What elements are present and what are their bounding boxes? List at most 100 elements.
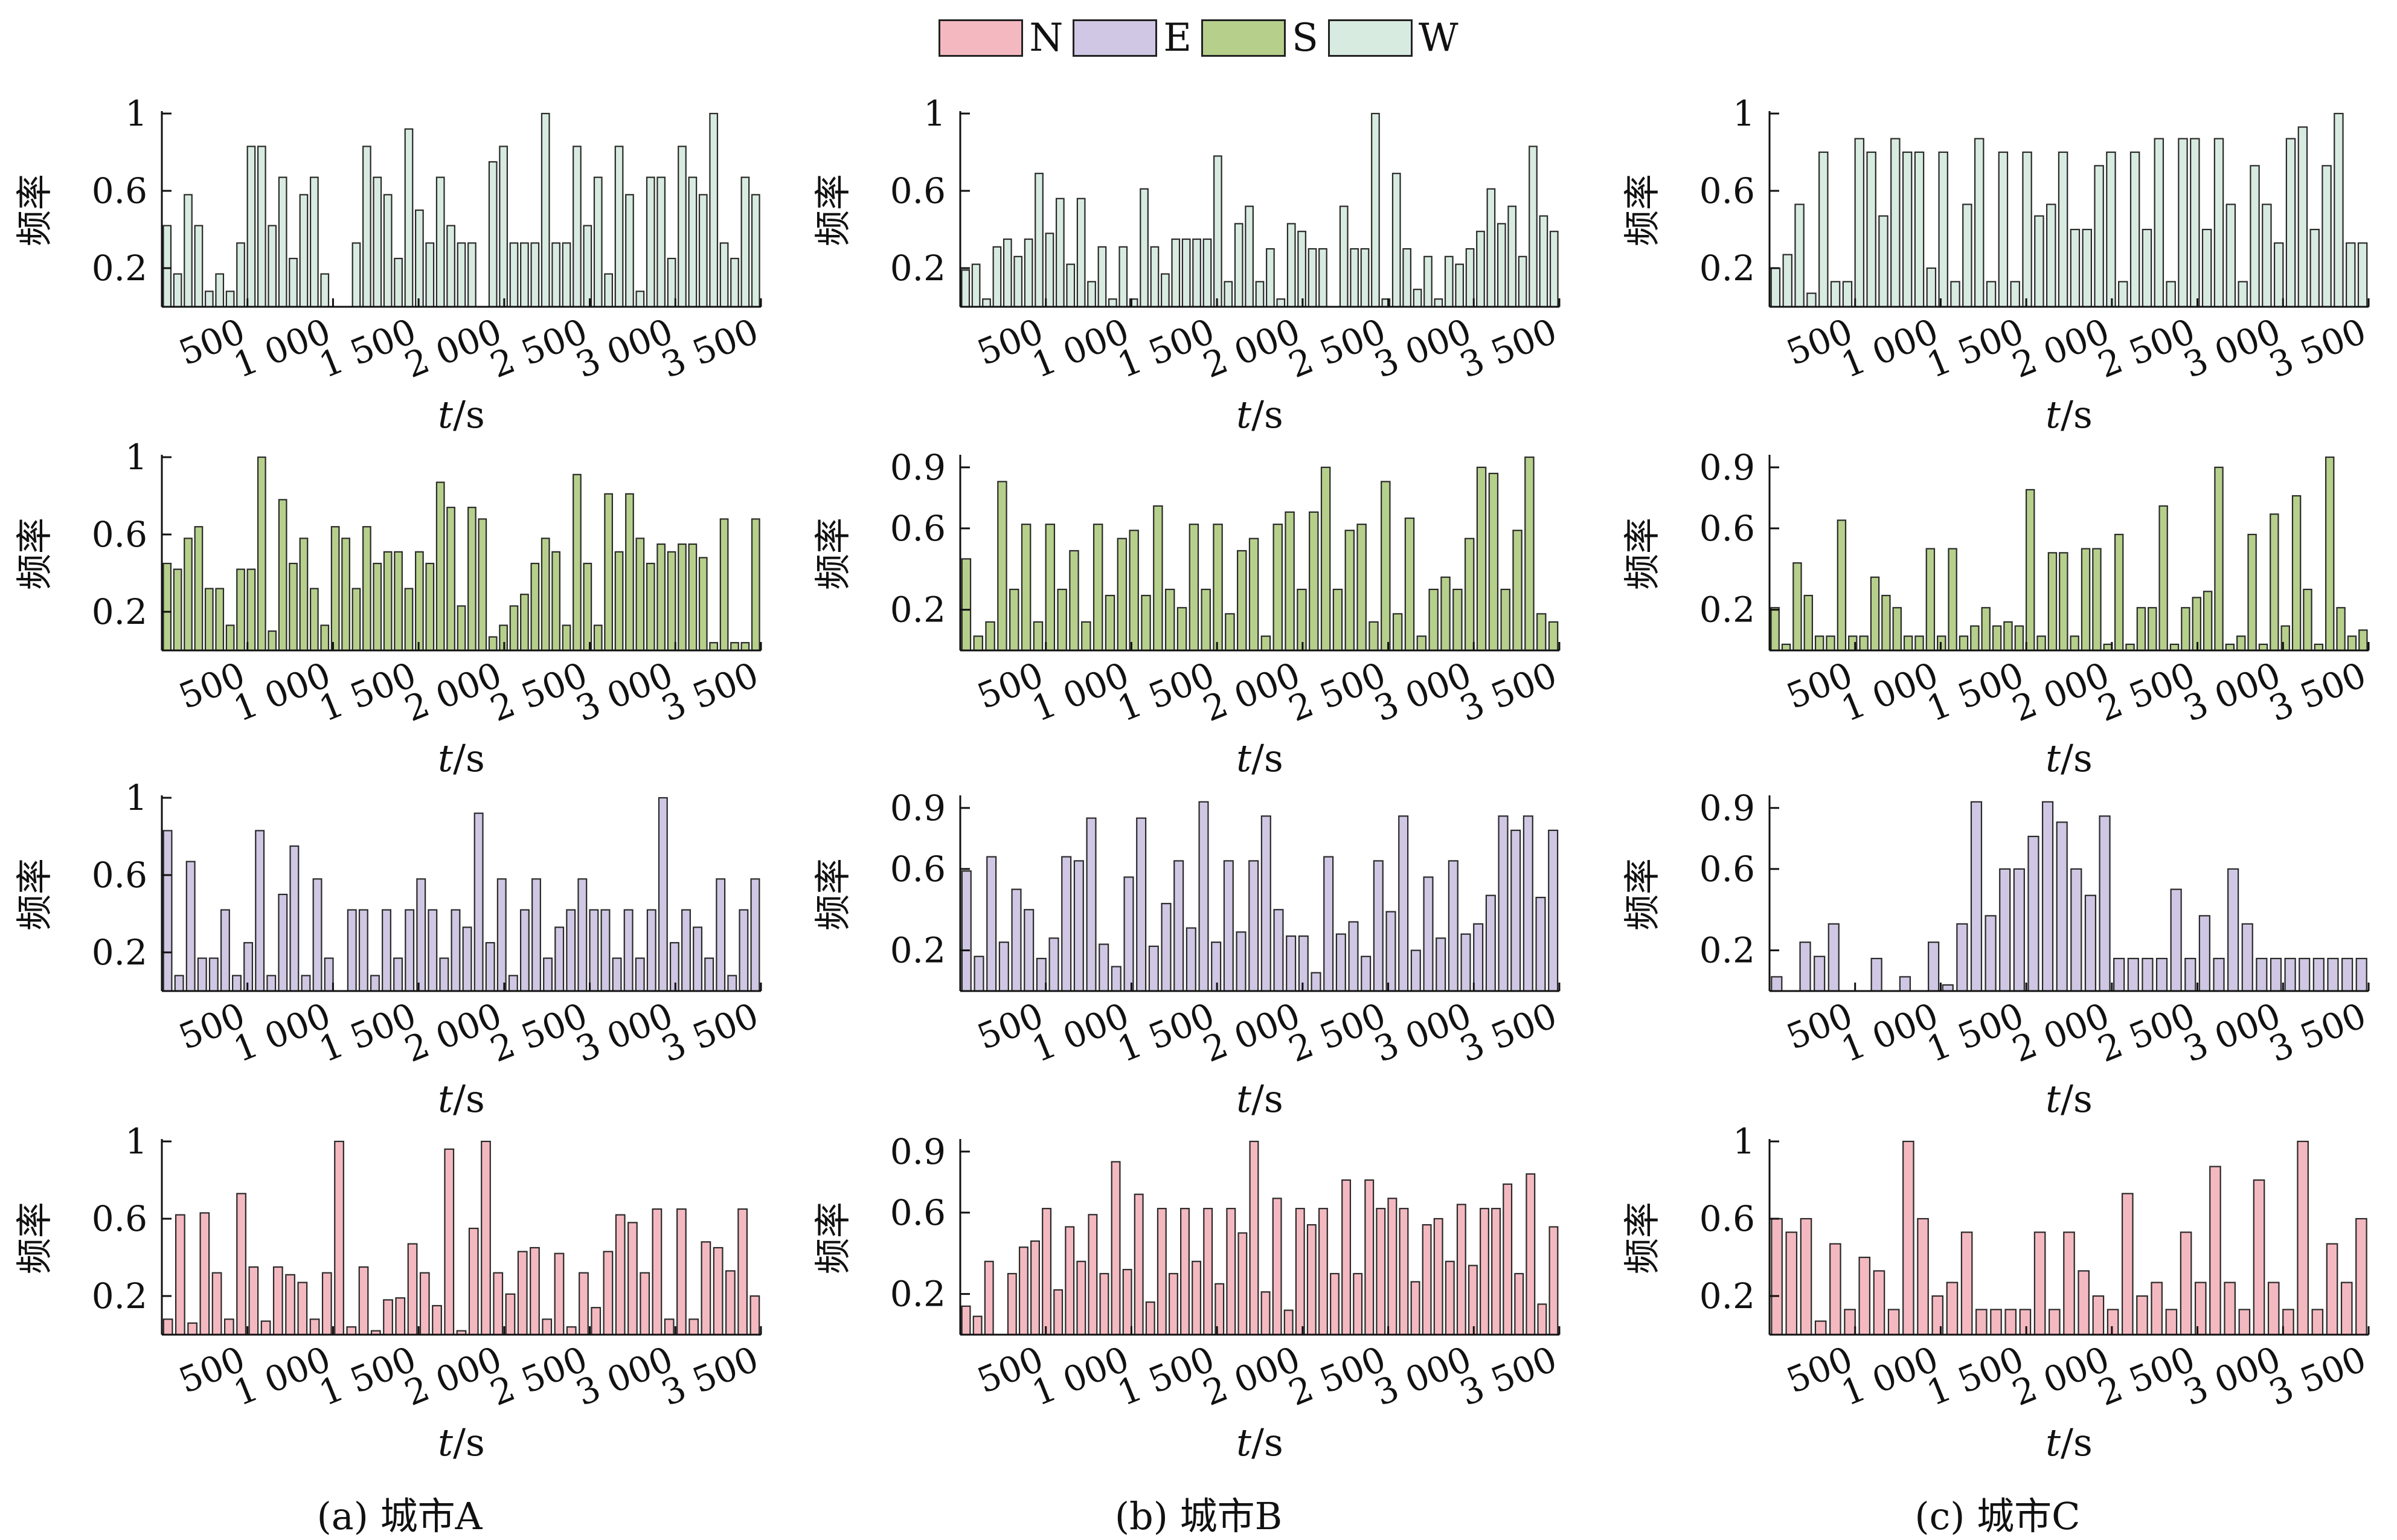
city-c-n-bar	[2355, 1218, 2367, 1336]
city-c-e-bar	[1814, 955, 1826, 992]
city-b-n-bar	[1272, 1198, 1282, 1336]
city-b-w-bar	[1003, 238, 1012, 308]
city-c-n-bar	[1902, 1140, 1914, 1336]
city-b-w-bar	[1066, 263, 1076, 308]
city-c-e-bar	[1870, 958, 1882, 992]
city-c-s-bar	[2270, 513, 2279, 652]
city-a-w-bar	[698, 194, 708, 308]
city-b-w-bar	[1035, 173, 1044, 308]
city-b-e-bar	[1498, 815, 1509, 992]
city-c-s-bar	[2114, 533, 2124, 652]
city-a-s-bar	[509, 605, 519, 652]
city-b-n-bar	[1341, 1179, 1352, 1336]
city-c-w-bar	[2357, 242, 2368, 308]
city-a-e-y-tick-label: 1	[125, 777, 147, 818]
city-a-e-bar	[255, 830, 265, 992]
city-c-s-bar	[2169, 643, 2180, 652]
city-c-n-bar	[1873, 1270, 1885, 1336]
city-c-s-bar	[2203, 591, 2213, 652]
city-c-s-bar	[1859, 635, 1869, 652]
city-a-s-bar	[614, 551, 624, 652]
city-c-n-bar	[2282, 1309, 2294, 1336]
city-a-s-x-tick-label: 3 500	[656, 654, 764, 730]
city-a-w-bar	[551, 242, 560, 308]
city-a-s-bar	[257, 456, 266, 652]
city-b-e-bar	[1361, 955, 1372, 992]
city-b-n-bar	[1260, 1291, 1271, 1336]
city-a-n-bar	[701, 1241, 711, 1336]
city-a-n-bar	[383, 1299, 393, 1336]
city-c-w-bar	[1938, 151, 1948, 308]
city-a-s-bar	[583, 562, 592, 652]
city-b-w-bar	[1087, 281, 1096, 308]
city-a-s-bar	[446, 507, 455, 652]
city-b-w-bar	[1486, 188, 1496, 308]
city-a-w-bar	[320, 273, 330, 308]
city-c-n-bar	[1771, 1218, 1783, 1336]
city-c-s-x-label: t/s	[2046, 736, 2093, 780]
city-b-w-bar	[1202, 238, 1212, 308]
city-b-s-bar	[1536, 613, 1547, 652]
city-b-s-bar	[1093, 524, 1103, 652]
city-b-n-bar	[1376, 1208, 1386, 1336]
city-b-e-bar	[1323, 856, 1334, 992]
city-c-w-bar	[2178, 138, 2188, 308]
city-c-w-bar	[2142, 228, 2152, 308]
city-a-w-x-label: t/s	[438, 393, 485, 437]
city-a-s-bar	[520, 594, 529, 652]
city-a-n-bar	[162, 1318, 173, 1336]
city-a-n-bar	[664, 1318, 675, 1336]
city-a-s-bar	[478, 518, 487, 652]
city-a-e-y-label: 频率	[14, 858, 56, 931]
city-c-n-y-label: 频率	[1622, 1202, 1664, 1274]
city-c-w-bar	[2034, 215, 2044, 308]
city-c-e-x-label: t/s	[2046, 1077, 2093, 1121]
city-b-n-bar	[1364, 1179, 1375, 1336]
city-c-e-bar	[2241, 923, 2253, 992]
city-a-s-bar	[330, 526, 340, 652]
city-a-w-bar	[719, 242, 729, 308]
city-a-s-bar	[225, 624, 235, 652]
city-b-w-bar	[1497, 223, 1506, 308]
city-a-n-bar	[505, 1293, 516, 1336]
city-a-n-bar	[334, 1140, 344, 1336]
city-c-n-bar	[1785, 1231, 1798, 1336]
city-a-s-bar	[593, 624, 603, 652]
city-c-w-bar	[1806, 292, 1817, 308]
city-a-s-y-tick-label: 1	[125, 437, 147, 478]
city-c-n-bar	[2311, 1309, 2324, 1336]
city-b-e-y-label: 频率	[812, 858, 855, 931]
city-b-e-bar	[1535, 896, 1546, 992]
caption-city-b: (b) 城市B	[1114, 1494, 1283, 1538]
city-c-n-x-tick-label: 3 500	[2264, 1338, 2372, 1414]
city-b-e-bar	[1510, 829, 1521, 992]
city-b-e-bar	[1448, 860, 1458, 992]
city-b-s-bar	[1009, 588, 1019, 652]
city-b-s-bar	[1057, 588, 1067, 652]
city-b-n-bar	[1295, 1208, 1305, 1336]
city-a-n-bar	[187, 1322, 198, 1336]
city-c-s-y-tick-label: 0.9	[1699, 447, 1755, 488]
city-b-n-bar	[1237, 1232, 1248, 1336]
city-b-s-bar	[1237, 550, 1247, 652]
city-b-s-bar	[1153, 505, 1163, 652]
city-b-w-bar	[961, 269, 971, 308]
city-b-s-bar	[1392, 613, 1403, 652]
legend: N E S W	[0, 11, 2397, 65]
city-b-e-bar	[1335, 933, 1346, 992]
city-c-e-bar	[2113, 958, 2125, 992]
city-c-e-bar	[2312, 958, 2325, 992]
city-a-e-bar	[496, 878, 507, 992]
city-b-e-bar	[1061, 856, 1072, 992]
city-c-n-bar	[1829, 1243, 1841, 1336]
city-a-n-bar	[321, 1272, 332, 1336]
city-a-w-bar	[656, 176, 666, 308]
city-b-s-bar	[1141, 594, 1151, 652]
city-a-s-bar	[604, 493, 614, 652]
city-c-s-bar	[2059, 552, 2068, 652]
city-b-e-bar	[998, 942, 1009, 992]
city-c-w-y-label: 频率	[1622, 174, 1664, 246]
city-a-n-bar	[199, 1212, 210, 1336]
city-a-w-bar	[278, 176, 287, 308]
city-a-w-bar	[225, 290, 235, 308]
